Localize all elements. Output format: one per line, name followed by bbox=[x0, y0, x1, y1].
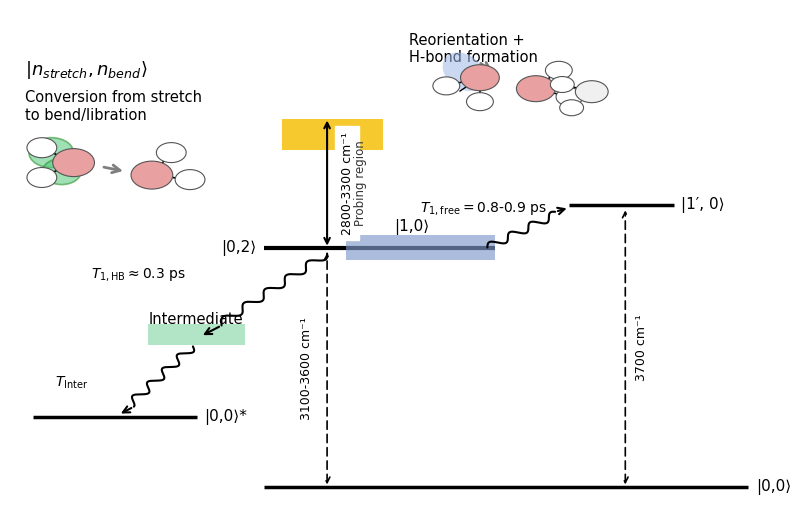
Text: |1,0⟩: |1,0⟩ bbox=[394, 219, 430, 235]
Circle shape bbox=[27, 167, 57, 188]
Circle shape bbox=[517, 76, 555, 102]
Circle shape bbox=[546, 61, 572, 80]
Circle shape bbox=[433, 77, 460, 95]
Text: to bend/libration: to bend/libration bbox=[25, 108, 147, 122]
Text: |0,0⟩*: |0,0⟩* bbox=[204, 409, 247, 426]
Text: Intermediate: Intermediate bbox=[148, 313, 242, 328]
Circle shape bbox=[156, 143, 186, 163]
Text: 3700 cm⁻¹: 3700 cm⁻¹ bbox=[635, 314, 648, 381]
Circle shape bbox=[131, 161, 173, 189]
Text: $T_{\mathrm{Inter}}$: $T_{\mathrm{Inter}}$ bbox=[55, 374, 89, 391]
Circle shape bbox=[466, 93, 494, 111]
Text: Reorientation +: Reorientation + bbox=[409, 33, 525, 48]
Text: 3100-3600 cm⁻¹: 3100-3600 cm⁻¹ bbox=[300, 317, 313, 420]
Text: Conversion from stretch: Conversion from stretch bbox=[25, 90, 202, 105]
Text: $T_{1,\mathrm{HB}}\approx0.3$ ps: $T_{1,\mathrm{HB}}\approx0.3$ ps bbox=[90, 267, 186, 284]
Text: |0,2⟩: |0,2⟩ bbox=[221, 240, 256, 255]
Circle shape bbox=[550, 76, 574, 93]
Text: $T_{1,\mathrm{free}}=0.8\text{-}0.9$ ps: $T_{1,\mathrm{free}}=0.8\text{-}0.9$ ps bbox=[420, 200, 547, 217]
Text: |1′, 0⟩: |1′, 0⟩ bbox=[682, 197, 725, 213]
Text: |0,0⟩: |0,0⟩ bbox=[756, 479, 791, 495]
Text: 2800-3300 cm⁻¹: 2800-3300 cm⁻¹ bbox=[341, 131, 354, 234]
Ellipse shape bbox=[442, 52, 484, 91]
Circle shape bbox=[29, 138, 74, 167]
Circle shape bbox=[556, 88, 583, 106]
Circle shape bbox=[575, 81, 608, 103]
Text: H-bond formation: H-bond formation bbox=[409, 50, 538, 65]
Circle shape bbox=[461, 65, 499, 91]
Circle shape bbox=[175, 170, 205, 190]
Circle shape bbox=[53, 148, 94, 176]
Bar bbox=[282, 119, 383, 150]
Circle shape bbox=[27, 138, 57, 158]
Text: Probing region: Probing region bbox=[354, 140, 367, 226]
Bar bbox=[346, 235, 495, 260]
Circle shape bbox=[560, 100, 583, 116]
Circle shape bbox=[42, 158, 81, 184]
Text: $|n_{\mathit{stretch}}, n_{\mathit{bend}}\rangle$: $|n_{\mathit{stretch}}, n_{\mathit{bend}… bbox=[25, 59, 148, 81]
Bar bbox=[148, 324, 245, 345]
